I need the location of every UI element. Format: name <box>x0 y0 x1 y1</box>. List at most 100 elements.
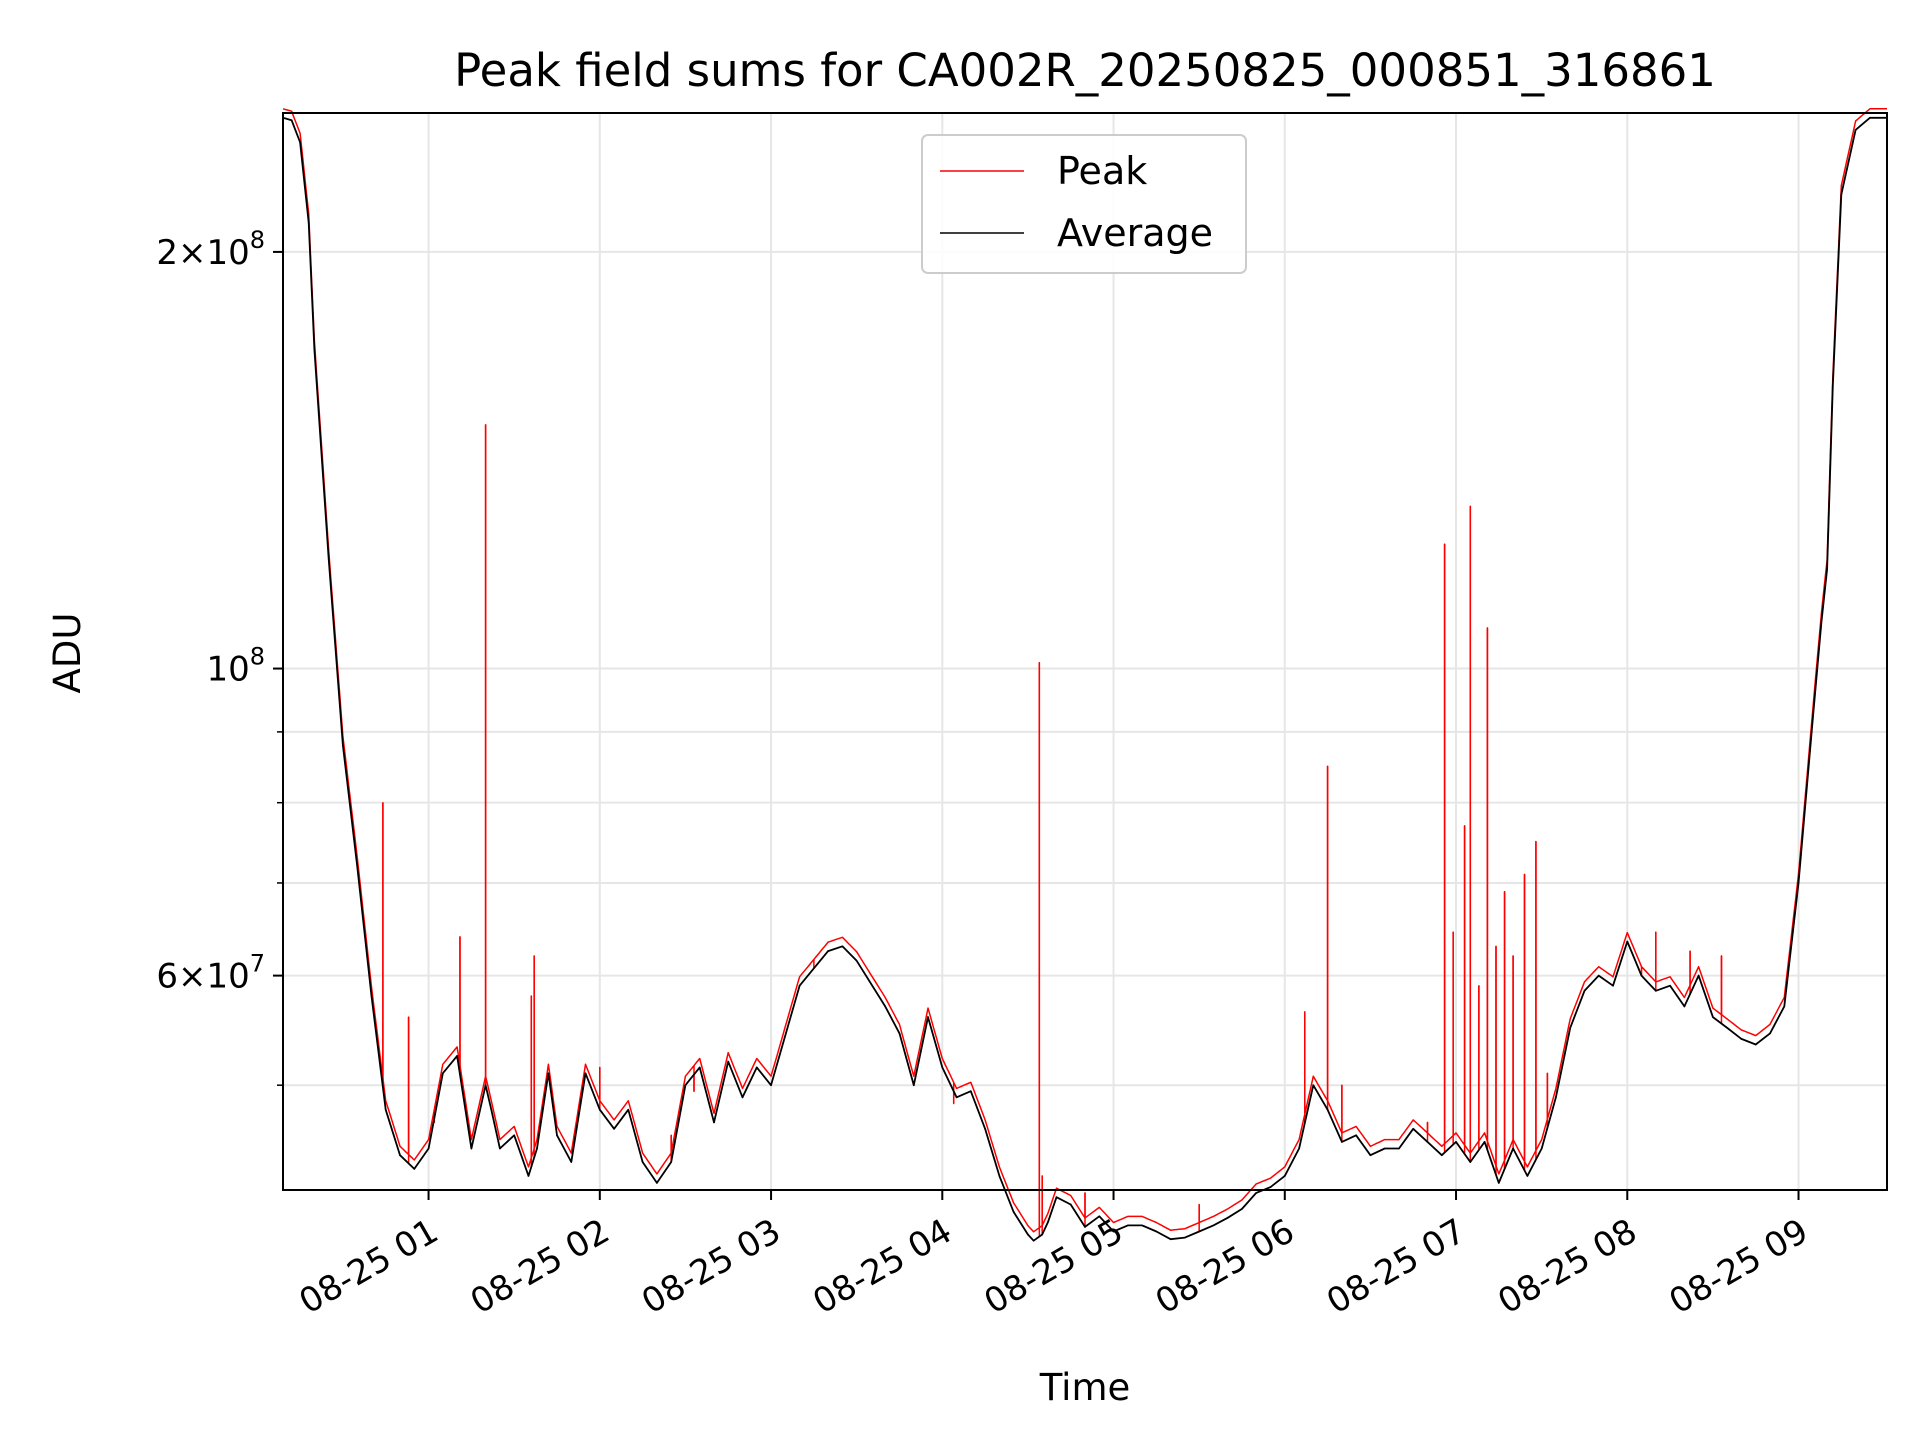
average-point <box>1255 1192 1258 1194</box>
series-layer <box>282 108 1888 1242</box>
average-point <box>1869 116 1871 119</box>
average-point <box>898 1032 901 1035</box>
average-point <box>1412 1128 1415 1130</box>
average-point <box>884 1005 887 1008</box>
average-point <box>1726 1027 1728 1029</box>
average-point <box>1540 1147 1543 1150</box>
average-point <box>1027 1233 1029 1236</box>
average-point <box>342 744 344 747</box>
average-point <box>1498 1182 1500 1184</box>
average-point <box>670 1161 672 1163</box>
average-point <box>1241 1208 1243 1210</box>
average-point <box>1640 974 1643 977</box>
average-point <box>307 221 310 224</box>
average-point <box>1655 990 1657 992</box>
average-point <box>456 1055 458 1057</box>
average-point <box>1754 1043 1757 1046</box>
average-point <box>855 959 858 962</box>
average-point <box>1569 1027 1571 1029</box>
average-point <box>1811 717 1814 720</box>
y-tick-exponent: 7 <box>250 950 265 978</box>
average-point <box>1626 940 1629 943</box>
y-tick-label: 108 <box>206 643 265 690</box>
average-point <box>1298 1147 1300 1150</box>
average-point <box>1055 1196 1058 1198</box>
average-point <box>384 1108 387 1111</box>
average-point <box>1854 129 1857 131</box>
average-point <box>656 1182 658 1184</box>
average-point <box>1483 1141 1486 1143</box>
average-point <box>613 1128 615 1130</box>
average-point <box>912 1084 915 1086</box>
average-point <box>1769 1032 1771 1035</box>
average-point <box>727 1060 730 1063</box>
average-point <box>627 1108 630 1111</box>
legend-box <box>921 134 1247 274</box>
average-point <box>547 1072 550 1075</box>
y-tick-base: 2×10 <box>156 233 249 273</box>
average-point <box>1269 1186 1272 1188</box>
average-point <box>513 1134 515 1137</box>
average-point <box>1326 1108 1329 1111</box>
average-point <box>1355 1134 1357 1137</box>
average-point <box>1426 1141 1429 1143</box>
average-point <box>527 1175 530 1177</box>
average-point <box>970 1090 972 1093</box>
average-point <box>470 1147 473 1150</box>
average-point <box>1797 882 1800 884</box>
average-point <box>798 984 801 987</box>
average-point <box>1184 1236 1186 1239</box>
average-point <box>841 945 844 948</box>
average-point <box>1712 1016 1714 1018</box>
average-point <box>1612 984 1614 987</box>
x-axis-label: Time <box>1039 1366 1131 1409</box>
average-point <box>1283 1175 1286 1177</box>
legend: Peak Average <box>921 134 1247 274</box>
average-point <box>941 1066 944 1069</box>
average-point <box>327 558 330 560</box>
average-point <box>299 141 301 144</box>
average-point <box>641 1161 644 1163</box>
average-point <box>584 1072 587 1075</box>
average-point <box>955 1096 958 1099</box>
average-point <box>984 1128 986 1130</box>
average-point <box>1840 193 1843 196</box>
average-point <box>1526 1175 1529 1177</box>
average-point <box>827 950 829 952</box>
series-line-peak <box>282 108 1887 1233</box>
average-point <box>1669 984 1671 987</box>
average-point <box>1683 1005 1686 1008</box>
average-point <box>1012 1211 1015 1213</box>
average-point <box>442 1072 444 1075</box>
average-point <box>1341 1141 1343 1143</box>
average-point <box>1198 1230 1200 1233</box>
average-point <box>1455 1141 1457 1143</box>
average-point <box>927 1016 929 1018</box>
average-point <box>1155 1230 1158 1233</box>
y-tick-base: 6×10 <box>156 957 249 997</box>
average-point <box>1583 990 1586 992</box>
average-point <box>713 1121 715 1124</box>
average-point <box>741 1096 744 1099</box>
average-point <box>1697 974 1700 977</box>
average-point <box>1597 974 1600 977</box>
average-point <box>1440 1154 1443 1157</box>
average-point <box>1047 1221 1049 1224</box>
y-tick-exponent: 8 <box>250 226 265 254</box>
average-point <box>998 1175 1001 1177</box>
y-tick-base: 10 <box>206 650 249 690</box>
grid <box>283 113 1887 1190</box>
average-point <box>1740 1038 1743 1040</box>
average-point <box>1826 568 1828 570</box>
average-point <box>1112 1230 1115 1233</box>
average-point <box>1098 1215 1101 1218</box>
average-point <box>313 348 316 351</box>
average-point <box>490 1108 493 1111</box>
average-point <box>1831 385 1834 387</box>
average-point <box>599 1108 601 1111</box>
y-axis-label: ADU <box>46 613 89 694</box>
average-point <box>370 995 373 997</box>
average-point <box>1226 1217 1229 1219</box>
average-point <box>570 1161 573 1163</box>
